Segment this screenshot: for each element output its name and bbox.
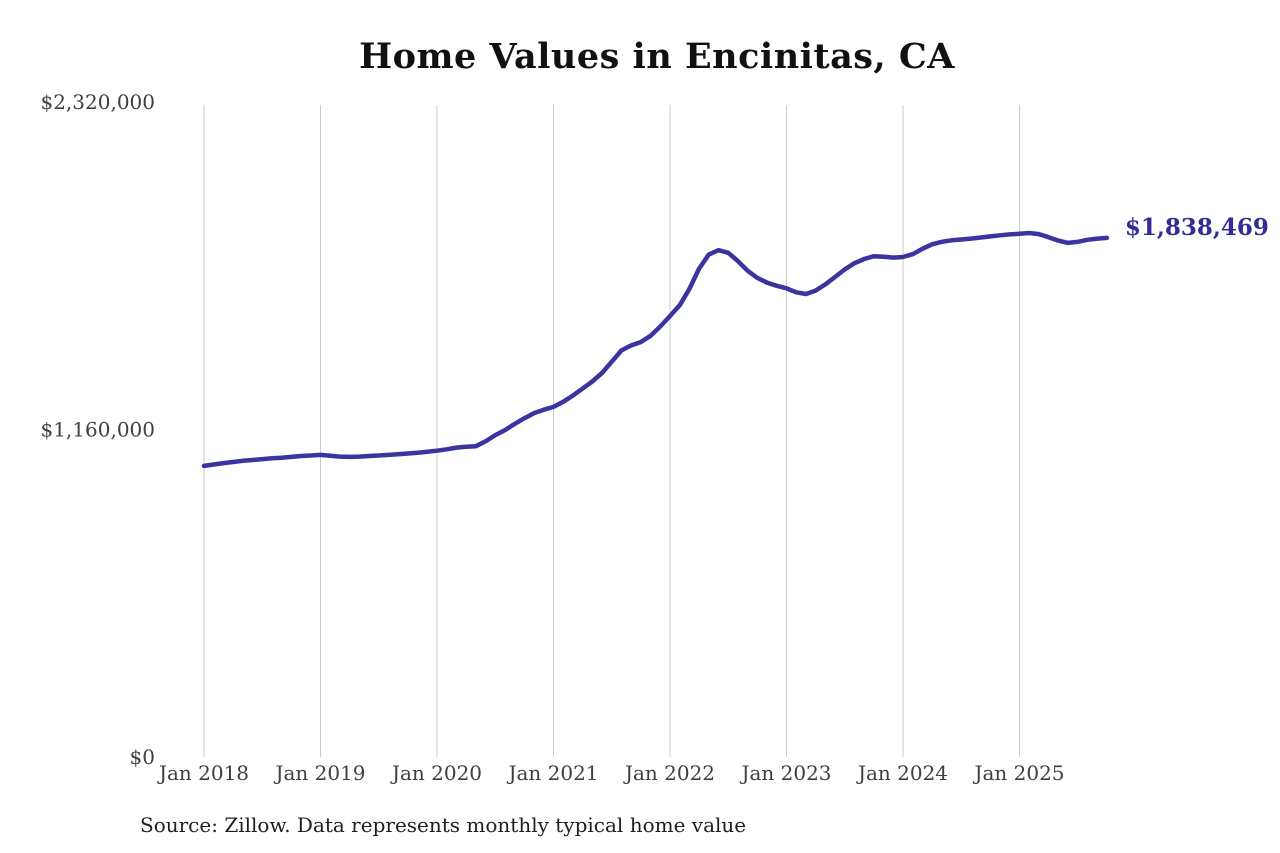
- y-axis-labels: $0 $1,160,000 $2,320,000: [40, 90, 155, 769]
- x-tick-label: Jan 2025: [972, 761, 1064, 785]
- x-tick-label: Jan 2018: [157, 761, 249, 785]
- y-tick-label: $0: [130, 745, 155, 769]
- x-tick-label: Jan 2020: [390, 761, 482, 785]
- home-value-series-line: [201, 230, 1110, 469]
- source-note: Source: Zillow. Data represents monthly …: [140, 813, 747, 837]
- x-axis-labels: Jan 2018 Jan 2019 Jan 2020 Jan 2021 Jan 2022…: [157, 761, 1065, 785]
- gridlines: [203, 105, 1020, 757]
- latest-value-label: $1,838,469: [1125, 214, 1269, 241]
- x-tick-label: Jan 2022: [623, 761, 715, 785]
- y-tick-label: $1,160,000: [40, 418, 155, 442]
- x-tick-label: Jan 2021: [506, 761, 598, 785]
- x-tick-label: Jan 2019: [273, 761, 365, 785]
- x-tick-label: Jan 2024: [856, 761, 948, 785]
- y-tick-label: $2,320,000: [40, 90, 155, 114]
- chart-title: Home Values in Encinitas, CA: [359, 36, 955, 77]
- x-tick-label: Jan 2023: [739, 761, 831, 785]
